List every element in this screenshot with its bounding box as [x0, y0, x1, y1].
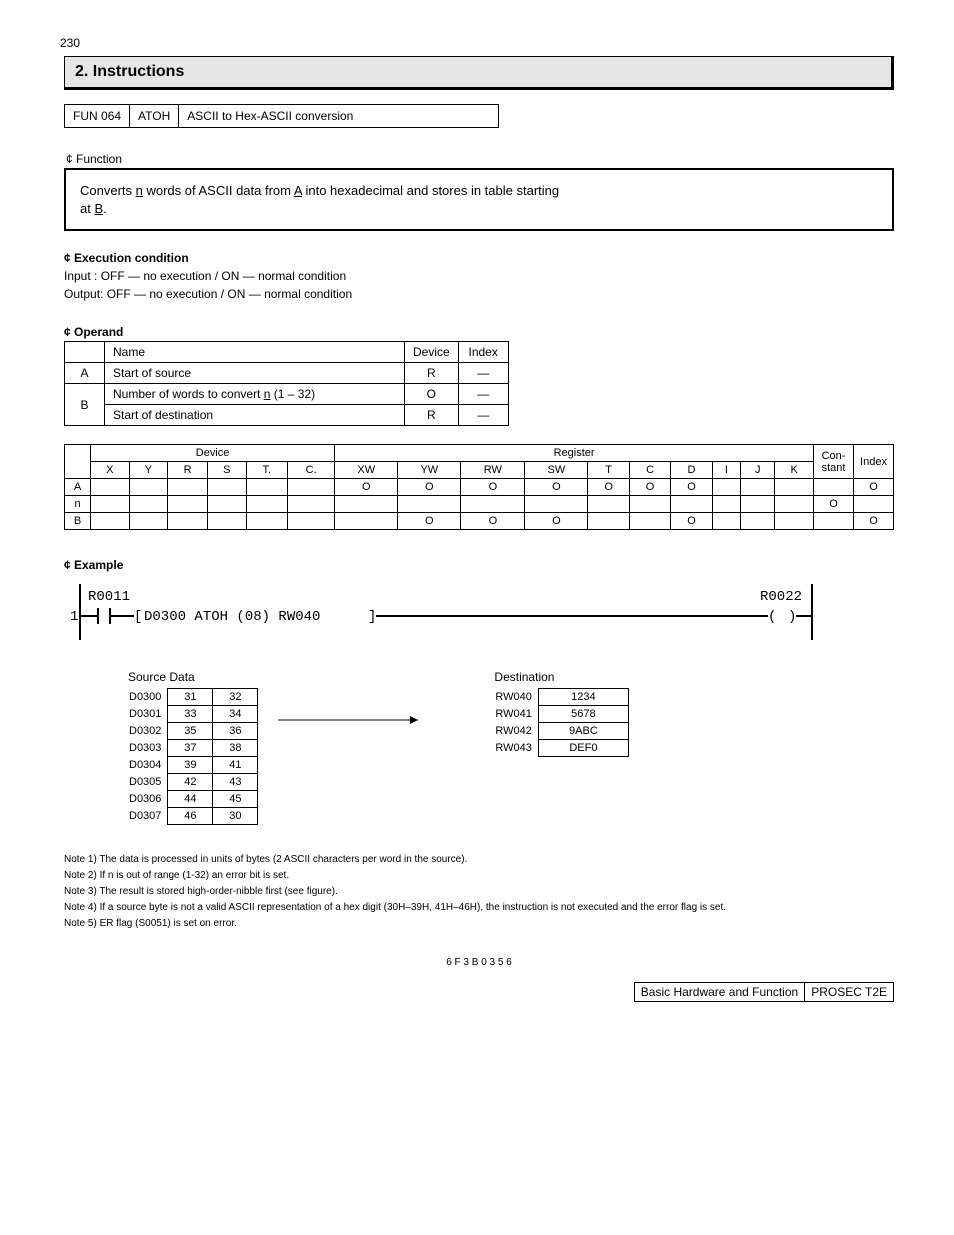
- op-col-idx: Index: [458, 342, 508, 363]
- svg-text:R0011: R0011: [88, 589, 130, 605]
- svg-text:1: 1: [70, 609, 78, 625]
- svg-text:[: [: [134, 609, 142, 625]
- destination-table: RW0401234RW0415678RW0429ABCRW043DEF0: [494, 688, 628, 757]
- ladder-diagram: 1 R0011 [ D0300 ATOH (08) RW040 ] ( ) R0…: [64, 584, 894, 640]
- conversion-diagram: Source Data D03003132D03013334D03023536D…: [64, 670, 894, 825]
- exec-line-1: Input : OFF — no execution / ON — normal…: [64, 267, 894, 285]
- mnemonic: ATOH: [130, 105, 179, 128]
- document-reference: 6 F 3 B 0 3 5 6: [64, 957, 894, 968]
- exec-label: ¢ Execution condition: [64, 249, 894, 267]
- execution-condition: ¢ Execution condition Input : OFF — no e…: [64, 249, 894, 303]
- operand-label: ¢ Operand: [64, 325, 894, 339]
- instruction-header-table: FUN 064 ATOH ASCII to Hex-ASCII conversi…: [64, 104, 499, 128]
- function-description-box: Converts n words of ASCII data from A in…: [64, 168, 894, 231]
- funno-label: FUN 064: [65, 105, 130, 128]
- conversion-arrow: [258, 670, 438, 733]
- example-label: ¢ Example: [64, 558, 894, 572]
- svg-text:R0022: R0022: [760, 589, 802, 605]
- instruction-name: ASCII to Hex-ASCII conversion: [179, 105, 499, 128]
- device-applicability-table: Device Register Con-stant Index XYRST.C.…: [64, 444, 894, 530]
- page-title: 2. Instructions: [64, 56, 894, 90]
- svg-text:(: (: [768, 609, 776, 625]
- page-footer: Basic Hardware and Function PROSEC T2E: [64, 982, 894, 1002]
- operand-table: Name Device Index A Start of source R — …: [64, 341, 509, 426]
- function-label: ¢ Function: [64, 152, 894, 166]
- exec-line-2: Output: OFF — no execution / ON — normal…: [64, 285, 894, 303]
- footer-left: Basic Hardware and Function: [634, 982, 804, 1002]
- svg-text:D0300 ATOH (08) RW040: D0300 ATOH (08) RW040: [144, 609, 320, 625]
- footer-right: PROSEC T2E: [804, 982, 894, 1002]
- svg-text:]: ]: [368, 609, 376, 625]
- dest-title: Destination: [494, 670, 628, 684]
- page-number: 230: [60, 36, 80, 50]
- source-table: D03003132D03013334D03023536D03033738D030…: [128, 688, 258, 825]
- op-col-dev: Device: [405, 342, 459, 363]
- notes-section: Note 1) The data is processed in units o…: [64, 853, 894, 931]
- op-col-name: Name: [105, 342, 405, 363]
- svg-text:): ): [788, 609, 796, 625]
- source-title: Source Data: [128, 670, 258, 684]
